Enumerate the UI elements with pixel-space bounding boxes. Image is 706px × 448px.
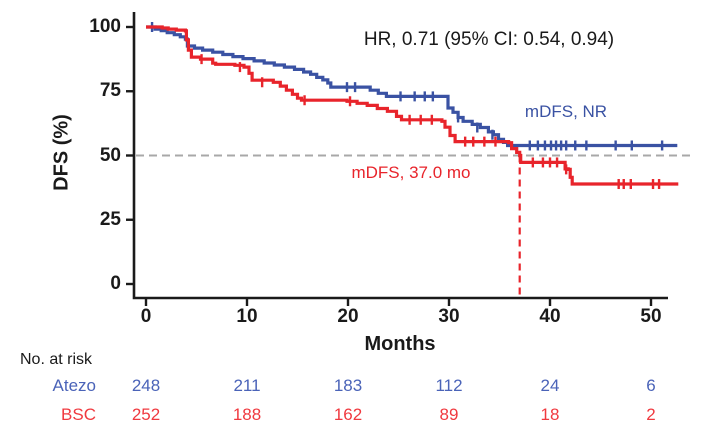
x-tick-label-40: 40: [539, 306, 561, 327]
y-tick-label-50: 50: [99, 144, 121, 166]
axis-lines: [132, 12, 668, 300]
x-axis-title: Months: [364, 333, 436, 355]
hr-annotation: HR, 0.71 (95% CI: 0.54, 0.94): [363, 29, 615, 50]
x-tick-label-30: 30: [438, 306, 460, 327]
risk-bsc-value-20: 162: [333, 405, 363, 424]
x-tick-label-20: 20: [337, 306, 359, 327]
risk-atezo-value-10: 211: [233, 376, 261, 395]
risk-bsc-value-30: 89: [439, 405, 459, 424]
bsc-km-curve: [146, 25, 679, 186]
bsc-median-label: mDFS, 37.0 mo: [351, 163, 471, 182]
y-tick-label-0: 0: [110, 273, 121, 294]
y-tick-label-100: 100: [89, 16, 121, 37]
y-tick-label-25: 25: [99, 208, 121, 230]
risk-row-label-atezo: Atezo: [52, 376, 96, 395]
risk-atezo-value-20: 183: [333, 376, 363, 395]
risk-atezo-value-50: 6: [646, 376, 656, 395]
risk-bsc-value-0: 252: [131, 405, 161, 424]
risk-table-title: No. at risk: [20, 351, 93, 368]
x-tick-label-50: 50: [640, 306, 662, 327]
risk-bsc-value-40: 18: [540, 405, 560, 424]
risk-atezo-value-40: 24: [540, 376, 560, 395]
x-tick-label-0: 0: [140, 306, 152, 327]
risk-atezo-value-0: 248: [131, 376, 161, 395]
risk-atezo-value-30: 112: [435, 376, 463, 395]
risk-row-label-bsc: BSC: [61, 405, 96, 424]
atezo-median-label: mDFS, NR: [524, 102, 608, 121]
y-tick-label-75: 75: [99, 80, 121, 102]
risk-bsc-value-50: 2: [646, 405, 656, 424]
risk-bsc-value-10: 188: [232, 405, 262, 424]
x-tick-label-10: 10: [236, 306, 258, 327]
